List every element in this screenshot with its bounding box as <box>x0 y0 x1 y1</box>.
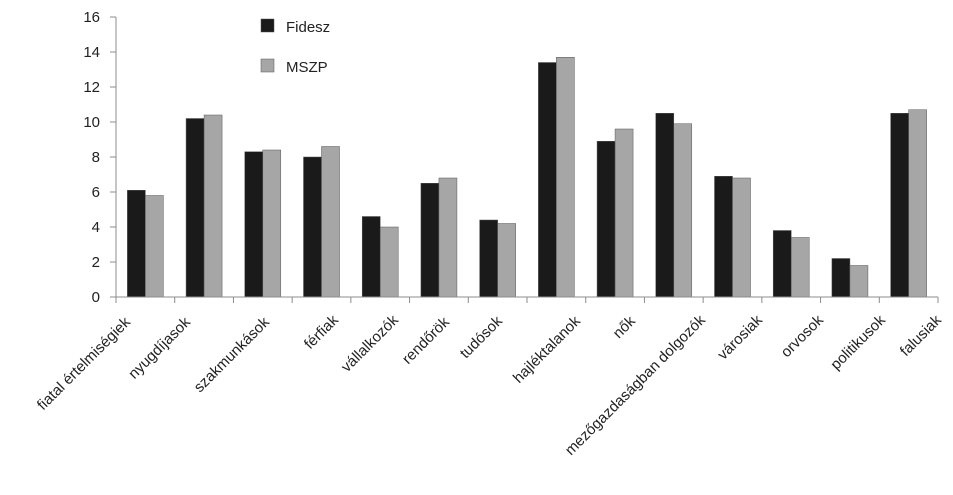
bar-mszp-5 <box>438 177 458 298</box>
bar-mszp-13 <box>908 109 927 298</box>
bar-mszp-10 <box>732 177 751 298</box>
legend: Fidesz MSZP <box>260 18 330 76</box>
bar-fidesz-6 <box>479 219 498 298</box>
legend-label-mszp: MSZP <box>286 59 328 76</box>
x-tick-label: orvosok <box>778 311 828 361</box>
bar-mszp-1 <box>203 114 223 298</box>
bar-mszp-3 <box>321 146 340 298</box>
x-tick-label: vállalkozók <box>338 311 402 375</box>
x-tick-label: nők <box>610 312 639 341</box>
bar-mszp-11 <box>790 237 810 298</box>
bar-fidesz-13 <box>890 113 909 298</box>
y-tick-label: 8 <box>92 149 100 166</box>
x-tick-label: férfiak <box>301 311 342 352</box>
bar-fidesz-8 <box>596 141 616 298</box>
x-tick-label: politikusok <box>827 311 889 373</box>
x-tick-label: mezőgazdaságban dolgozók <box>562 311 709 458</box>
bars <box>127 57 927 298</box>
bar-fidesz-2 <box>244 151 264 298</box>
y-tick-label: 10 <box>83 114 100 131</box>
bar-mszp-9 <box>673 123 693 298</box>
bar-fidesz-0 <box>127 190 146 298</box>
bar-mszp-0 <box>145 195 164 298</box>
bar-fidesz-7 <box>538 62 557 298</box>
bar-mszp-7 <box>556 57 575 298</box>
x-tick-label: tudósok <box>457 312 507 362</box>
x-tick-label: hajléktalanok <box>510 312 584 386</box>
x-tick-label: városiak <box>714 311 766 363</box>
y-tick-label: 6 <box>92 184 100 201</box>
x-axis: fiatal értelmiségieknyugdíjasokszakmunká… <box>34 296 945 459</box>
x-tick-label: szakmunkások <box>191 313 274 396</box>
bar-fidesz-1 <box>185 118 205 298</box>
bar-fidesz-9 <box>655 113 675 298</box>
y-tick-label: 4 <box>92 219 100 236</box>
y-tick-label: 12 <box>83 79 100 96</box>
legend-swatch-mszp <box>260 58 275 73</box>
legend-swatch-fidesz <box>260 18 275 33</box>
bar-mszp-4 <box>379 226 399 298</box>
legend-label-fidesz: Fidesz <box>286 19 330 36</box>
y-tick-label: 14 <box>83 44 100 61</box>
y-tick-label: 0 <box>92 289 100 306</box>
bar-mszp-8 <box>614 128 634 298</box>
y-tick-label: 2 <box>92 254 100 271</box>
bar-mszp-12 <box>849 265 869 298</box>
x-tick-label: rendőrök <box>399 313 453 367</box>
bar-mszp-2 <box>262 149 282 298</box>
bar-fidesz-10 <box>714 176 733 298</box>
bar-mszp-6 <box>497 223 516 298</box>
x-tick-label: falusiak <box>897 311 945 359</box>
bar-fidesz-11 <box>772 230 792 298</box>
x-tick-label: nyugdíjasok <box>125 313 194 382</box>
bar-fidesz-12 <box>831 258 851 298</box>
y-axis: 0 2 4 6 8 10 12 14 16 <box>83 9 117 306</box>
y-tick-label: 16 <box>83 9 100 26</box>
bar-fidesz-4 <box>361 216 381 298</box>
bar-fidesz-3 <box>303 156 322 298</box>
bar-fidesz-5 <box>420 183 440 298</box>
x-tick-label: fiatal értelmiségiek <box>34 313 134 413</box>
